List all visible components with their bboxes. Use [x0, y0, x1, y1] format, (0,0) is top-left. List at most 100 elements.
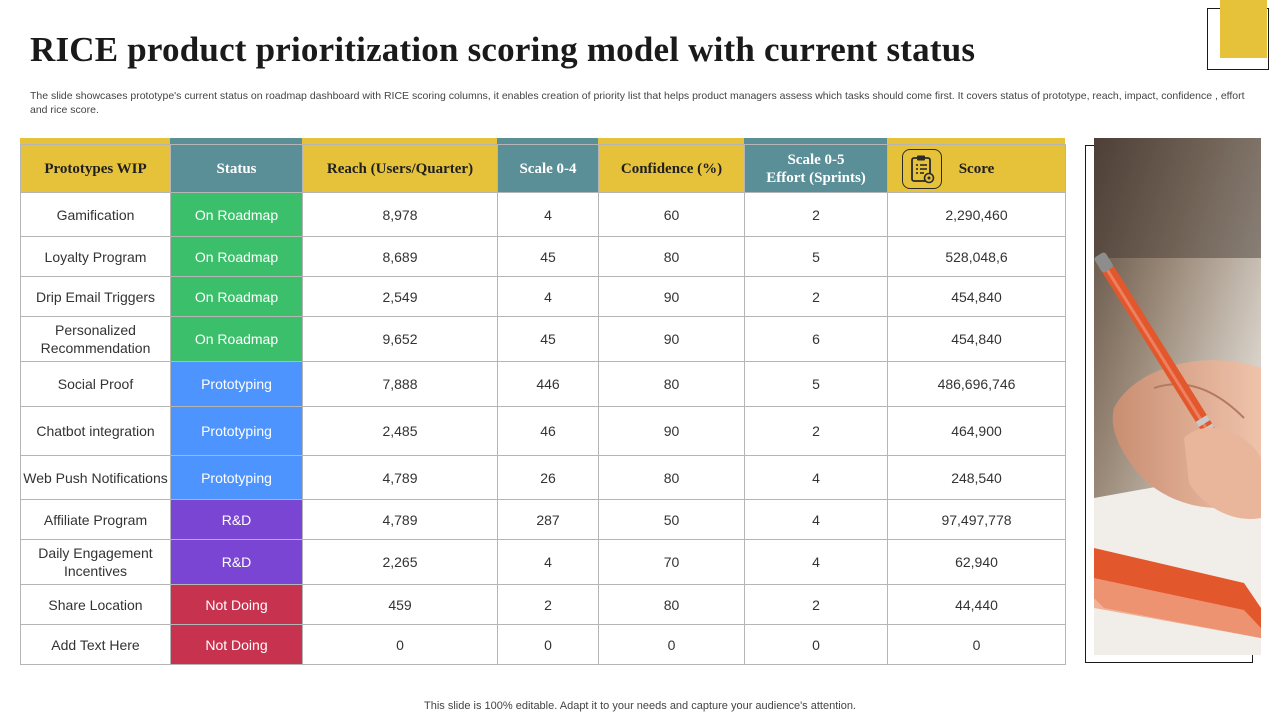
effort-cell: 4: [744, 455, 888, 500]
header-prototypes: Prototypes WIP: [20, 144, 171, 193]
scale-cell: 45: [497, 316, 599, 362]
confidence-cell: 80: [598, 584, 745, 625]
prototype-name-cell: Daily Engagement Incentives: [20, 539, 171, 585]
scale-cell: 4: [497, 276, 599, 317]
status-badge: On Roadmap: [170, 236, 303, 277]
table-row: Add Text Here Not Doing 0 0 0 0 0: [20, 624, 1066, 665]
prototype-name-cell: Drip Email Triggers: [20, 276, 171, 317]
effort-cell: 2: [744, 584, 888, 625]
score-cell: 62,940: [887, 539, 1066, 585]
scale-cell: 46: [497, 406, 599, 456]
scale-cell: 45: [497, 236, 599, 277]
table-row: Loyalty Program On Roadmap 8,689 45 80 5 528,0…: [20, 236, 1066, 277]
reach-cell: 4,789: [302, 455, 498, 500]
footer-note: This slide is 100% editable. Adapt it to…: [424, 700, 856, 712]
reach-cell: 2,485: [302, 406, 498, 456]
table-row: Affiliate Program R&D 4,789 287 50 4 97,497,77…: [20, 499, 1066, 540]
header-effort-line2: Effort (Sprints): [766, 169, 866, 186]
effort-cell: 2: [744, 192, 888, 237]
reach-cell: 2,549: [302, 276, 498, 317]
header-topbar: [497, 138, 598, 146]
status-badge: On Roadmap: [170, 192, 303, 237]
header-score-label: Score: [958, 160, 995, 177]
reach-cell: 8,978: [302, 192, 498, 237]
prototype-name-cell: Gamification: [20, 192, 171, 237]
header-scale: Scale 0-4: [497, 144, 599, 193]
effort-cell: 2: [744, 276, 888, 317]
reach-cell: 4,789: [302, 499, 498, 540]
status-badge: Not Doing: [170, 624, 303, 665]
table-row: Personalized Recommendation On Roadmap 9,6…: [20, 316, 1066, 362]
confidence-cell: 90: [598, 316, 745, 362]
effort-cell: 4: [744, 539, 888, 585]
confidence-cell: 80: [598, 236, 745, 277]
table-row: Social Proof Prototyping 7,888 446 80 5 486,69…: [20, 361, 1066, 407]
header-topbar: [598, 138, 744, 146]
reach-cell: 9,652: [302, 316, 498, 362]
reach-cell: 459: [302, 584, 498, 625]
prototype-name-cell: Add Text Here: [20, 624, 171, 665]
header-effort-line1: Scale 0-5: [787, 151, 845, 168]
confidence-cell: 80: [598, 455, 745, 500]
table-row: Daily Engagement Incentives R&D 2,265 4 70 4 6…: [20, 539, 1066, 585]
header-topbar: [302, 138, 497, 146]
score-cell: 44,440: [887, 584, 1066, 625]
reach-cell: 2,265: [302, 539, 498, 585]
confidence-cell: 90: [598, 406, 745, 456]
table-row: Chatbot integration Prototyping 2,485 46 90 2…: [20, 406, 1066, 456]
effort-cell: 2: [744, 406, 888, 456]
prototype-name-cell: Affiliate Program: [20, 499, 171, 540]
status-badge: Prototyping: [170, 455, 303, 500]
score-cell: 464,900: [887, 406, 1066, 456]
confidence-cell: 70: [598, 539, 745, 585]
effort-cell: 4: [744, 499, 888, 540]
table-row: Gamification On Roadmap 8,978 4 60 2 2,290,460: [20, 192, 1066, 237]
status-badge: On Roadmap: [170, 316, 303, 362]
clipboard-icon: [902, 148, 942, 189]
confidence-cell: 50: [598, 499, 745, 540]
prototype-name-cell: Web Push Notifications: [20, 455, 171, 500]
score-cell: 528,048,6: [887, 236, 1066, 277]
score-cell: 97,497,778: [887, 499, 1066, 540]
effort-cell: 0: [744, 624, 888, 665]
status-badge: R&D: [170, 539, 303, 585]
scale-cell: 4: [497, 192, 599, 237]
header-effort: Scale 0-5 Effort (Sprints): [744, 144, 888, 193]
effort-cell: 6: [744, 316, 888, 362]
scale-cell: 2: [497, 584, 599, 625]
header-topbar: [887, 138, 1065, 146]
prototype-name-cell: Share Location: [20, 584, 171, 625]
header-topbar: [744, 138, 887, 146]
table-row: Drip Email Triggers On Roadmap 2,549 4 90 2 45…: [20, 276, 1066, 317]
header-reach: Reach (Users/Quarter): [302, 144, 498, 193]
score-cell: 454,840: [887, 316, 1066, 362]
prototype-name-cell: Loyalty Program: [20, 236, 171, 277]
table-header-row: Prototypes WIP Status Reach (Users/Quart…: [20, 144, 1066, 193]
reach-cell: 7,888: [302, 361, 498, 407]
scale-cell: 287: [497, 499, 599, 540]
confidence-cell: 90: [598, 276, 745, 317]
rice-table: Prototypes WIP Status Reach (Users/Quart…: [20, 144, 1066, 665]
confidence-cell: 80: [598, 361, 745, 407]
scale-cell: 26: [497, 455, 599, 500]
effort-cell: 5: [744, 361, 888, 407]
header-score: Score: [887, 144, 1066, 193]
header-topbar: [170, 138, 302, 146]
prototype-name-cell: Personalized Recommendation: [20, 316, 171, 362]
status-badge: Not Doing: [170, 584, 303, 625]
header-confidence: Confidence (%): [598, 144, 745, 193]
prototype-name-cell: Social Proof: [20, 361, 171, 407]
status-badge: R&D: [170, 499, 303, 540]
scale-cell: 4: [497, 539, 599, 585]
score-cell: 486,696,746: [887, 361, 1066, 407]
hand-writing-photo: [1094, 138, 1261, 655]
effort-cell: 5: [744, 236, 888, 277]
status-badge: Prototyping: [170, 361, 303, 407]
page-subtitle: The slide showcases prototype's current …: [30, 90, 1245, 116]
decorative-square-fill: [1220, 0, 1267, 58]
reach-cell: 8,689: [302, 236, 498, 277]
scale-cell: 446: [497, 361, 599, 407]
confidence-cell: 60: [598, 192, 745, 237]
status-badge: On Roadmap: [170, 276, 303, 317]
confidence-cell: 0: [598, 624, 745, 665]
